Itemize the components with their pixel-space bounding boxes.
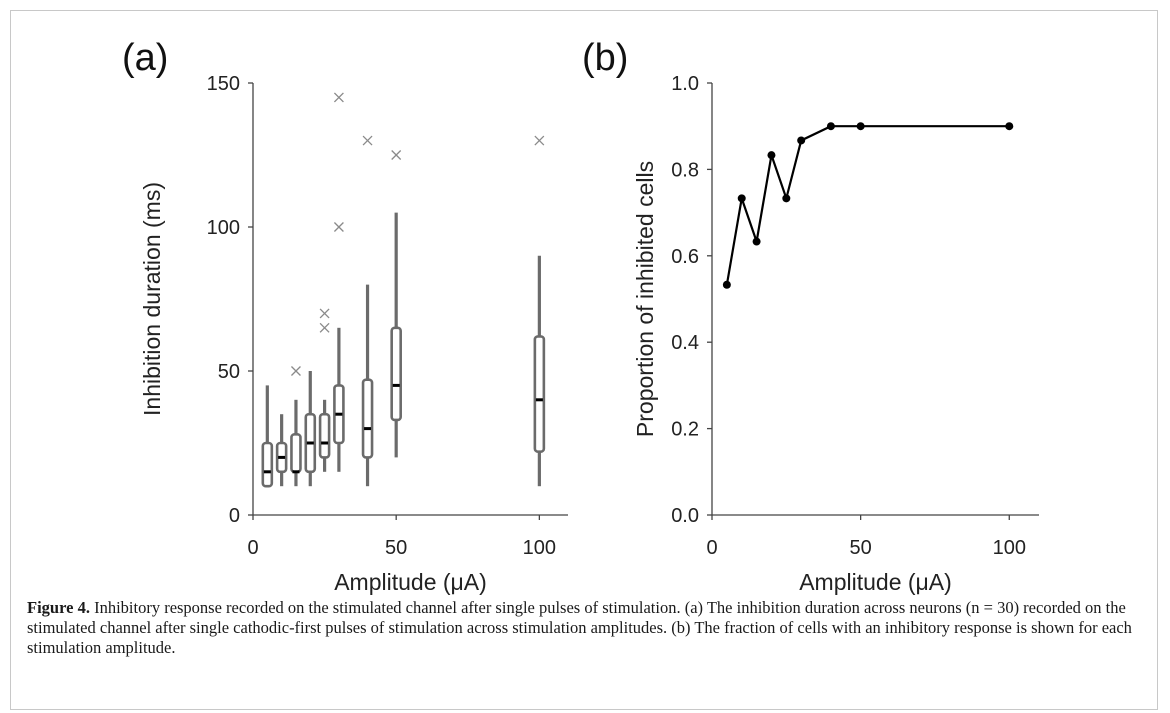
outlier-marker (362, 135, 373, 146)
outlier-stroke (534, 135, 545, 146)
outlier-marker (319, 322, 330, 333)
box-30 (333, 92, 345, 472)
panel-a-x-tick-label: 0 (247, 537, 258, 559)
outlier-stroke (290, 366, 301, 376)
box-40 (361, 135, 374, 487)
panel-a-x-tick-label: 50 (385, 537, 407, 559)
panel-a-y-tick-label: 100 (207, 217, 240, 239)
panel-b-y-tick-label: 1.0 (671, 73, 699, 95)
figure-charts: 0 50 100 0 50 100 150 (a) Amplitude (μA) Inhibiti… (122, 37, 1039, 595)
panel-b-lineplot: 0 50 100 0.0 0.2 0.4 0.6 0.8 1.0 (b) Amplitude (μA… (582, 37, 1039, 595)
outlier-stroke (319, 308, 330, 319)
series-line (725, 125, 1010, 285)
panel-b-y-tick-label: 0.6 (671, 246, 699, 268)
box-iqr (261, 441, 274, 488)
caption-text: Inhibitory response recorded on the stim… (27, 598, 1132, 657)
box-10 (275, 414, 288, 487)
panel-a-y-tick-label: 0 (229, 505, 240, 527)
data-point (826, 122, 835, 131)
panel-b-x-tick-label: 50 (850, 537, 872, 559)
panel-b-y-tick-label: 0.8 (671, 159, 699, 181)
box-50 (390, 150, 402, 458)
panel-b-y-tick-label: 0.4 (671, 332, 699, 354)
panel-a-x-tick-label: 100 (523, 537, 556, 559)
caption-label: Figure 4. (27, 598, 90, 617)
data-point (797, 136, 806, 145)
outlier-stroke (333, 92, 344, 103)
outlier-marker (319, 308, 330, 319)
panel-b-label: (b) (582, 37, 628, 79)
box-iqr (318, 412, 331, 459)
figure-frame (10, 10, 1158, 710)
data-point (767, 151, 776, 160)
box-25 (318, 308, 331, 472)
box-15 (290, 366, 302, 487)
panel-a-x-axis-label: Amplitude (μA) (334, 569, 487, 595)
data-point (752, 237, 761, 246)
panel-a-label: (a) (122, 37, 168, 79)
box-iqr (290, 433, 302, 474)
outlier-stroke (362, 135, 373, 146)
outlier-stroke (333, 222, 344, 232)
panel-a-y-axis-label: Inhibition duration (ms) (139, 182, 165, 416)
panel-a-y-tick-label: 150 (207, 73, 240, 95)
data-point (856, 122, 865, 131)
panel-b-x-axis-label: Amplitude (μA) (799, 569, 952, 595)
outlier-marker (333, 92, 344, 103)
panel-b-y-tick-label: 0.2 (671, 419, 699, 441)
panel-a-y-tick-label: 50 (218, 361, 240, 383)
box-iqr (390, 326, 402, 422)
panel-b-x-tick-label: 100 (993, 537, 1026, 559)
panel-b-y-axis-label: Proportion of inhibited cells (632, 161, 658, 437)
data-point (722, 280, 731, 289)
outlier-stroke (391, 150, 402, 160)
panel-a-boxplot: 0 50 100 0 50 100 150 (a) Amplitude (μA) Inhibiti… (122, 37, 568, 595)
box-5 (261, 385, 274, 488)
data-point (737, 194, 746, 203)
panel-b-x-tick-label: 0 (706, 537, 717, 559)
outlier-stroke (319, 322, 330, 333)
box-100 (533, 135, 546, 487)
box-iqr (361, 378, 374, 459)
figure-caption: Figure 4. Inhibitory response recorded o… (27, 598, 1137, 658)
outlier-marker (333, 222, 344, 232)
outlier-marker (290, 366, 301, 376)
box-20 (304, 371, 317, 487)
panel-b-y-tick-label: 0.0 (671, 505, 699, 527)
box-iqr (533, 335, 546, 453)
outlier-marker (391, 150, 402, 160)
data-point (782, 194, 791, 203)
data-point (1005, 122, 1014, 131)
outlier-marker (534, 135, 545, 146)
